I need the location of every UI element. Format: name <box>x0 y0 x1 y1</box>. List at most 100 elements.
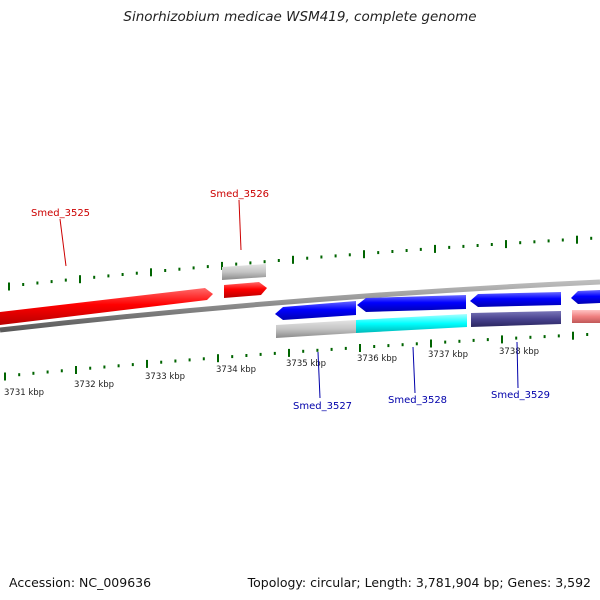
gene-arrow-Smed_3527[interactable] <box>275 301 356 320</box>
minor-tick <box>490 243 493 246</box>
gene-feature-partial[interactable] <box>572 310 600 323</box>
minor-tick <box>387 344 390 348</box>
minor-tick <box>543 335 546 339</box>
major-tick <box>292 255 294 264</box>
minor-tick <box>377 251 380 255</box>
minor-tick <box>344 346 347 350</box>
gene-label-Smed_3529[interactable]: Smed_3529 <box>491 390 550 401</box>
minor-tick <box>476 244 479 247</box>
sequence-backbone <box>0 279 600 333</box>
major-tick <box>75 366 77 374</box>
minor-tick <box>89 366 92 370</box>
reverse-strand-genes <box>275 290 600 338</box>
forward-tick-track <box>8 235 593 291</box>
minor-tick <box>22 283 25 286</box>
minor-tick <box>273 351 276 355</box>
minor-tick <box>306 256 309 260</box>
scale-label: 3733 kbp <box>145 372 185 382</box>
gene-arrow-Smed_3529[interactable] <box>470 292 561 307</box>
accession-text: Accession: NC_009636 <box>9 575 152 590</box>
scale-label: 3738 kbp <box>499 347 539 357</box>
minor-tick <box>391 250 394 253</box>
major-tick <box>8 282 10 291</box>
scale-label: 3736 kbp <box>357 354 397 364</box>
major-tick <box>146 359 148 368</box>
minor-tick <box>60 369 63 373</box>
minor-tick <box>202 357 205 361</box>
major-tick <box>217 354 219 363</box>
leader-line-Smed_3528 <box>412 346 416 394</box>
minor-tick <box>164 269 167 272</box>
scale-label: 3731 kbp <box>4 388 44 398</box>
gene-feature-Smed_3527[interactable] <box>276 320 356 338</box>
minor-tick <box>46 370 49 374</box>
minor-tick <box>36 281 39 285</box>
minor-tick <box>135 271 138 275</box>
gene-feature-Smed_3529[interactable] <box>471 311 561 327</box>
minor-tick <box>515 336 518 340</box>
minor-tick <box>18 373 21 377</box>
minor-tick <box>561 238 564 242</box>
minor-tick <box>64 278 67 282</box>
scale-labels: 3731 kbp 3732 kbp 3733 kbp 3734 kbp 3735… <box>4 347 539 398</box>
major-tick <box>505 240 507 249</box>
major-tick <box>430 339 432 348</box>
minor-tick <box>472 338 475 342</box>
minor-tick <box>259 352 262 356</box>
gene-label-Smed_3526[interactable]: Smed_3526 <box>210 189 269 200</box>
minor-tick <box>330 347 333 351</box>
major-tick <box>150 268 152 277</box>
leader-line-Smed_3526 <box>238 199 242 251</box>
gene-arrow-Smed_3528[interactable] <box>357 295 466 312</box>
gene-arrow-Smed_3526[interactable] <box>224 282 267 298</box>
major-tick <box>288 348 290 357</box>
minor-tick <box>486 338 489 342</box>
minor-tick <box>93 275 96 279</box>
minor-tick <box>419 247 422 251</box>
minor-tick <box>32 371 35 375</box>
minor-tick <box>178 267 181 271</box>
minor-tick <box>249 261 252 265</box>
minor-tick <box>529 335 532 339</box>
minor-tick <box>373 345 376 348</box>
minor-tick <box>50 280 53 284</box>
gene-feature-Smed_3526[interactable] <box>222 264 266 280</box>
minor-tick <box>401 343 404 347</box>
reverse-tick-track <box>4 331 589 381</box>
major-tick <box>576 235 578 244</box>
minor-tick <box>348 253 351 257</box>
minor-tick <box>231 355 234 359</box>
scale-label: 3734 kbp <box>216 365 256 375</box>
minor-tick <box>320 255 323 259</box>
gene-arrow-Smed_3525[interactable] <box>0 288 213 325</box>
minor-tick <box>121 273 124 276</box>
minor-tick <box>316 348 319 352</box>
minor-tick <box>415 342 418 346</box>
gene-arrow-partial[interactable] <box>571 290 600 304</box>
scale-label: 3737 kbp <box>428 350 468 360</box>
minor-tick <box>117 364 120 368</box>
major-tick <box>572 331 574 340</box>
minor-tick <box>174 359 177 363</box>
minor-tick <box>206 265 209 269</box>
scale-label: 3732 kbp <box>74 380 114 390</box>
minor-tick <box>448 245 451 249</box>
minor-tick <box>444 340 447 344</box>
scale-label: 3735 kbp <box>286 359 326 369</box>
forward-strand-genes <box>0 264 267 325</box>
minor-tick <box>235 262 238 266</box>
gene-label-Smed_3525[interactable]: Smed_3525 <box>31 208 90 219</box>
minor-tick <box>586 333 589 336</box>
minor-tick <box>192 266 195 270</box>
major-tick <box>4 372 6 381</box>
gene-label-Smed_3527[interactable]: Smed_3527 <box>293 401 352 412</box>
minor-tick <box>302 349 305 353</box>
minor-tick <box>334 254 337 258</box>
major-tick <box>501 335 503 344</box>
minor-tick <box>263 260 266 264</box>
minor-tick <box>188 358 191 362</box>
gene-label-Smed_3528[interactable]: Smed_3528 <box>388 395 447 406</box>
gene-feature-Smed_3528[interactable] <box>356 314 467 333</box>
minor-tick <box>547 239 550 243</box>
major-tick <box>221 261 223 270</box>
